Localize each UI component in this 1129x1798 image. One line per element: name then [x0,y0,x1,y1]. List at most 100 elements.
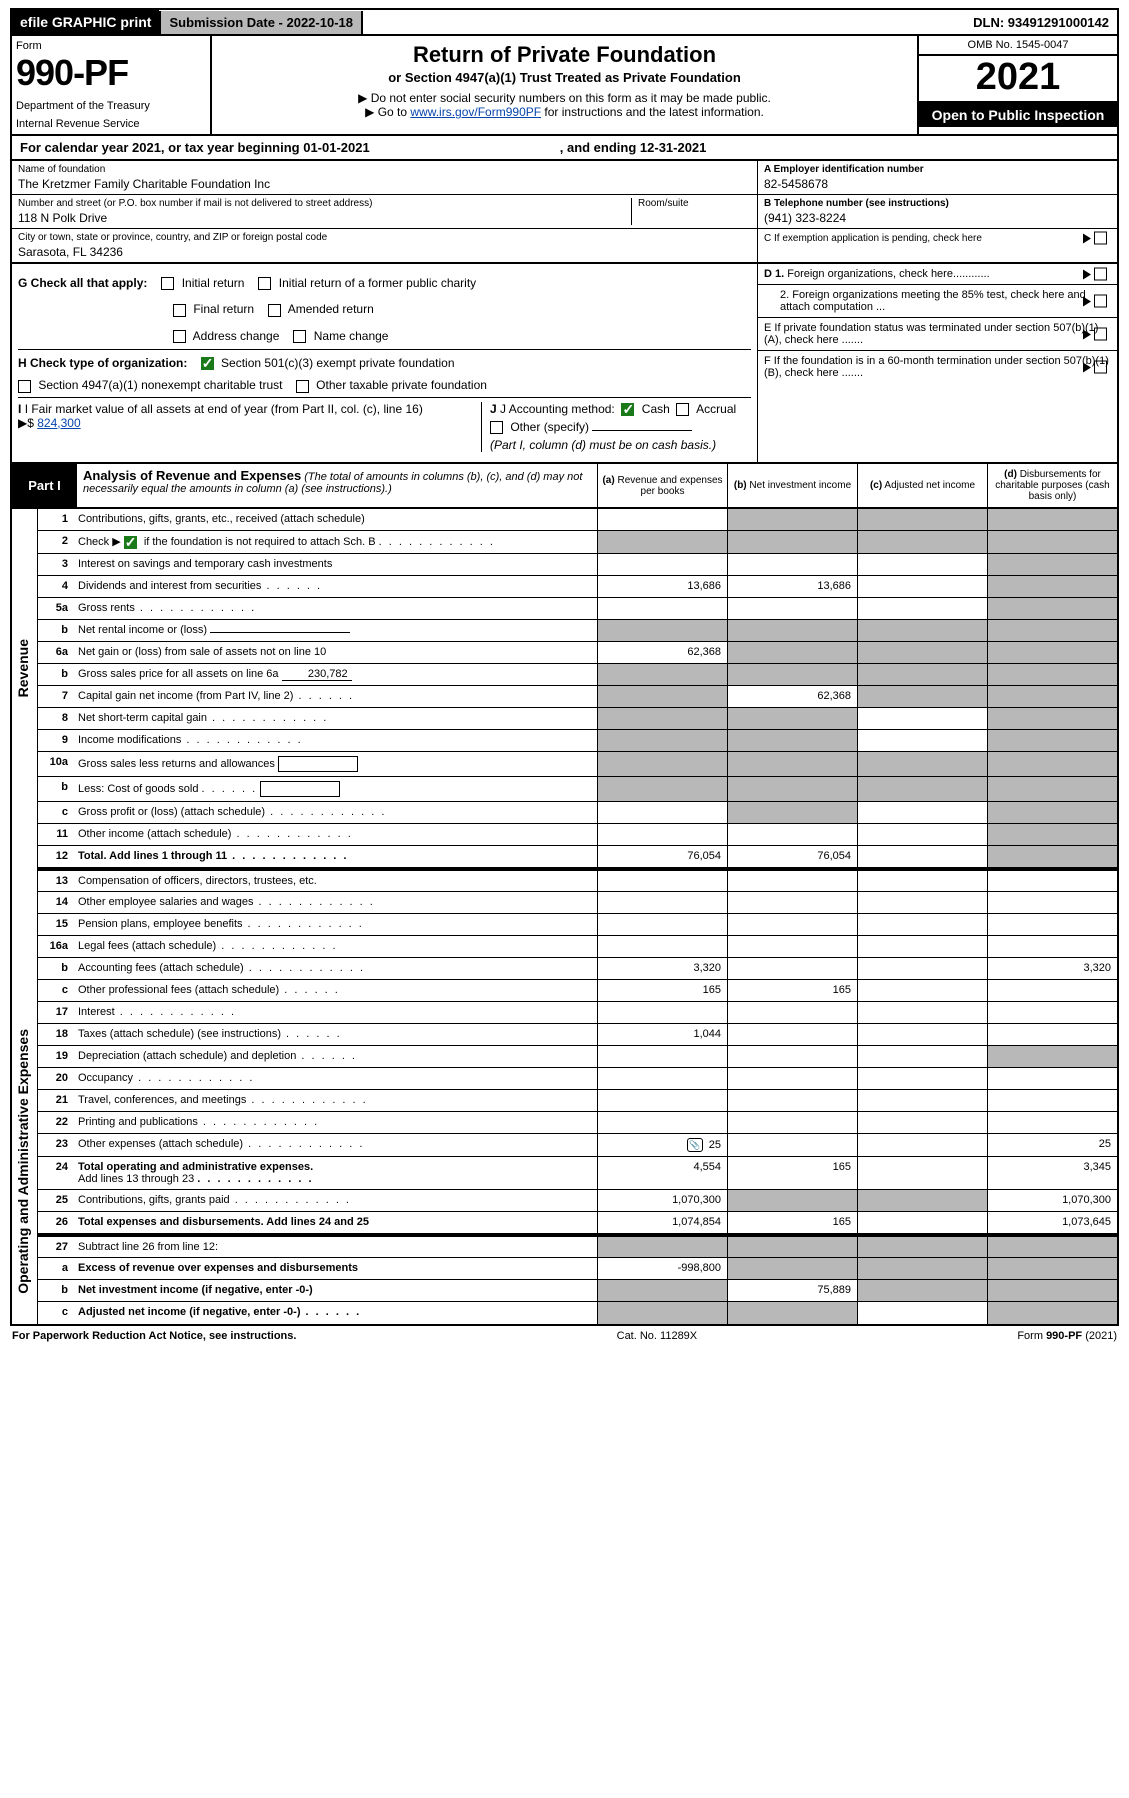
line-4-a: 13,686 [597,576,727,597]
line-12: Total. Add lines 1 through 11 [74,846,597,867]
line-26-d: 1,073,645 [987,1212,1117,1233]
ein: 82-5458678 [764,177,1111,191]
g5-label: Address change [193,329,280,343]
checkbox-initial-return[interactable] [161,277,174,290]
line-23-d: 25 [987,1134,1117,1156]
addr-label: Number and street (or P.O. box number if… [18,198,631,209]
line-12-b: 76,054 [727,846,857,867]
checkbox-accrual[interactable] [676,403,689,416]
form-subtitle: or Section 4947(a)(1) Trust Treated as P… [222,70,907,85]
part1-label: Part I [12,464,77,507]
line-18: Taxes (attach schedule) (see instruction… [74,1024,597,1045]
line-16c-a: 165 [597,980,727,1001]
checkbox-initial-former[interactable] [258,277,271,290]
line-26: Total expenses and disbursements. Add li… [74,1212,597,1233]
i-label: I Fair market value of all assets at end… [25,402,423,416]
h-label: H Check type of organization: [18,356,187,370]
checkbox-name-change[interactable] [293,330,306,343]
j-accrual: Accrual [696,402,736,416]
checkbox-sch-b[interactable] [124,536,137,549]
line-7-b: 62,368 [727,686,857,707]
g3-label: Final return [193,302,254,316]
top-bar: efile GRAPHIC print Submission Date - 20… [10,8,1119,36]
omb-number: OMB No. 1545-0047 [919,36,1117,56]
col-b-header: (b) Net investment income [727,464,857,507]
line-27a: Excess of revenue over expenses and disb… [74,1258,597,1279]
j-other: Other (specify) [510,420,589,434]
h1-label: Section 501(c)(3) exempt private foundat… [221,356,454,370]
line-25: Contributions, gifts, grants paid [74,1190,597,1211]
checkbox-cash[interactable] [621,403,634,416]
col-a-header: (a) (a) Revenue and expenses per booksRe… [597,464,727,507]
fmv-value[interactable]: 824,300 [37,416,80,430]
form-header: Form 990-PF Department of the Treasury I… [10,36,1119,136]
line-16c: Other professional fees (attach schedule… [74,980,597,1001]
checkbox-f[interactable] [1094,361,1107,374]
instructions-link[interactable]: www.irs.gov/Form990PF [410,105,541,119]
open-to-public: Open to Public Inspection [919,103,1117,127]
line-24: Total operating and administrative expen… [74,1157,597,1189]
footer-cat: Cat. No. 11289X [617,1330,698,1342]
line-25-a: 1,070,300 [597,1190,727,1211]
entity-block: Name of foundation The Kretzmer Family C… [10,161,1119,264]
line-16b: Accounting fees (attach schedule) [74,958,597,979]
checkbox-e[interactable] [1094,328,1107,341]
checkbox-amended[interactable] [268,304,281,317]
tax-year: 2021 [919,56,1117,103]
arrow-icon [1083,329,1091,339]
line-16a: Legal fees (attach schedule) [74,936,597,957]
line-24-a: 4,554 [597,1157,727,1189]
line-16b-a: 3,320 [597,958,727,979]
g-row: G Check all that apply: Initial return I… [18,270,751,296]
line-6a-a: 62,368 [597,642,727,663]
line-26-a: 1,074,854 [597,1212,727,1233]
checks-block: G Check all that apply: Initial return I… [10,264,1119,464]
checkbox-501c3[interactable] [201,357,214,370]
h2-label: Section 4947(a)(1) nonexempt charitable … [38,378,282,392]
line-18-a: 1,044 [597,1024,727,1045]
efile-label: efile GRAPHIC print [12,10,159,34]
city-state-zip: Sarasota, FL 34236 [18,245,751,259]
submission-date: Submission Date - 2022-10-18 [159,11,363,34]
checkbox-d1[interactable] [1094,268,1107,281]
line-14: Other employee salaries and wages [74,892,597,913]
part1-title: Analysis of Revenue and Expenses [83,468,301,483]
line-6b: Gross sales price for all assets on line… [74,664,597,685]
checkbox-address-change[interactable] [173,330,186,343]
line-23: Other expenses (attach schedule) [74,1134,597,1156]
foundation-name: The Kretzmer Family Charitable Foundatio… [18,177,751,191]
line-6a: Net gain or (loss) from sale of assets n… [74,642,597,663]
checkbox-d2[interactable] [1094,295,1107,308]
line-9: Income modifications [74,730,597,751]
instr-2-pre: ▶ Go to [365,105,410,119]
g4-label: Amended return [288,302,374,316]
telephone: (941) 323-8224 [764,211,1111,225]
checkbox-other-method[interactable] [490,421,503,434]
line-25-d: 1,070,300 [987,1190,1117,1211]
checkbox-4947[interactable] [18,380,31,393]
checkbox-other-taxable[interactable] [296,380,309,393]
line-11: Other income (attach schedule) [74,824,597,845]
g1-label: Initial return [182,276,245,290]
line-12-a: 76,054 [597,846,727,867]
line-15: Pension plans, employee benefits [74,914,597,935]
part1-header: Part I Analysis of Revenue and Expenses … [10,464,1119,509]
checkbox-c[interactable] [1094,232,1107,245]
instr-2-post: for instructions and the latest informat… [541,105,764,119]
line-16b-d: 3,320 [987,958,1117,979]
checkbox-final-return[interactable] [173,304,186,317]
arrow-icon [1083,296,1091,306]
j-cash: Cash [642,402,670,416]
g-label: G Check all that apply: [18,276,147,290]
page-footer: For Paperwork Reduction Act Notice, see … [10,1326,1119,1346]
dept-irs: Internal Revenue Service [16,118,206,130]
line-10a: Gross sales less returns and allowances [74,752,597,776]
name-label: Name of foundation [18,164,751,175]
attachment-icon[interactable]: 📎 [687,1138,703,1152]
c-label: C If exemption application is pending, c… [764,233,982,244]
line-8: Net short-term capital gain [74,708,597,729]
e-label: E If private foundation status was termi… [764,322,1098,346]
line-2: Check ▶ if the foundation is not require… [74,531,597,553]
line-10b: Less: Cost of goods sold [74,777,597,801]
j-note: (Part I, column (d) must be on cash basi… [490,438,751,452]
